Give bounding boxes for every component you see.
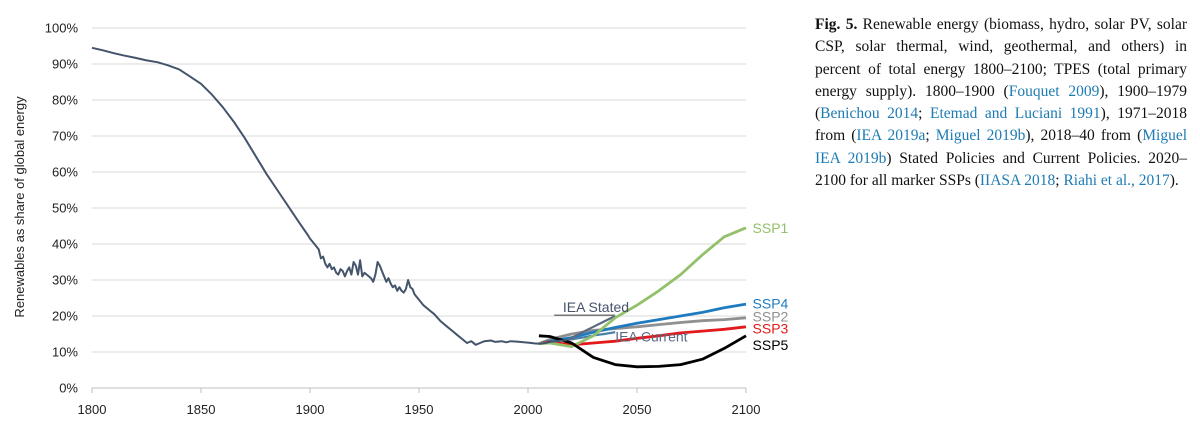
series-label-ssp3: SSP3 [753,321,789,337]
series-label-ssp2: SSP2 [753,309,789,325]
grid-lines [92,27,746,389]
y-tick-label: 70% [52,129,78,144]
y-tick-label: 50% [52,201,78,216]
caption-reference-link[interactable]: IEA 2019a [856,127,926,145]
x-tick-label: 1950 [405,402,434,417]
y-axis-label: Renewables as share of global energy [12,96,27,318]
series-label-iea-current: IEA Current [615,329,687,345]
caption-reference-link[interactable]: Miguel 2019b [935,127,1026,145]
series-lines [91,46,747,369]
caption-text: Renewable energy (biomass, hydro, solar … [815,16,1187,100]
caption-text: ), 1900–1979 ( [815,82,1187,123]
caption-body: Renewable energy (biomass, hydro, solar … [815,16,1187,189]
caption-text: ), 2018–40 from ( [1025,127,1143,145]
figure-label: Fig. 5. [815,16,858,33]
caption-reference-link[interactable]: Miguel IEA 2019b [815,127,1188,167]
x-tick-label: 1850 [187,402,216,417]
series-line-historical [91,46,568,346]
renewables-share-chart: 0%10%20%30%40%50%60%70%80%90%100% 1800 18… [12,21,789,418]
axes [91,387,747,393]
caption-reference-link[interactable]: Fouquet 2009 [1008,82,1100,100]
caption-reference-link[interactable]: Benichou 2014 [820,105,919,123]
y-tick-label: 20% [52,309,78,324]
caption-text: ), 1971–2018 from ( [815,105,1188,145]
caption-text: ; [925,127,936,145]
caption-text: ; [1055,172,1064,190]
series-line-ssp1 [538,226,747,348]
y-tick-label: 80% [52,93,78,108]
series-label-ssp4: SSP4 [753,295,789,311]
caption-reference-link[interactable]: Riahi et al., 2017 [1063,172,1170,190]
series-line-iea-stated [566,315,616,342]
series-line-ssp3 [538,325,747,347]
caption-text: ) Stated Policies and Current Policies. … [815,149,1188,190]
x-tick-label: 1800 [78,402,107,417]
y-tick-label: 10% [52,345,78,360]
series-label-ssp1: SSP1 [753,220,789,236]
y-tick-label: 60% [52,165,78,180]
y-tick-label: 100% [45,21,79,36]
y-tick-label: 40% [52,237,78,252]
y-tick-label: 90% [52,57,78,72]
x-tick-label: 2100 [732,402,761,417]
figure-caption: Fig. 5. Renewable energy (biomass, hydro… [815,14,1187,192]
y-tick-labels: 0% 10% 20% 30% 40% 50% 60% 70% 80% 90% 100% [45,21,79,396]
y-tick-label: 30% [52,273,78,288]
series-label-iea-stated: IEA Stated [563,299,629,315]
x-tick-labels: 1800 1850 1900 1950 2000 2050 2100 [78,402,761,417]
x-tick-label: 1900 [296,402,325,417]
y-tick-label: 0% [59,381,78,396]
x-tick-label: 2050 [623,402,652,417]
x-tick-label: 2000 [514,402,543,417]
caption-reference-link[interactable]: IIASA 2018 [979,172,1056,190]
caption-text: ; [918,105,930,123]
caption-reference-link[interactable]: Etemad and Luciani 1991 [929,105,1101,123]
series-label-ssp5: SSP5 [753,337,789,353]
series-line-ssp2 [538,316,747,346]
caption-text: ). [1169,172,1179,190]
series-line-ssp4 [538,302,747,346]
